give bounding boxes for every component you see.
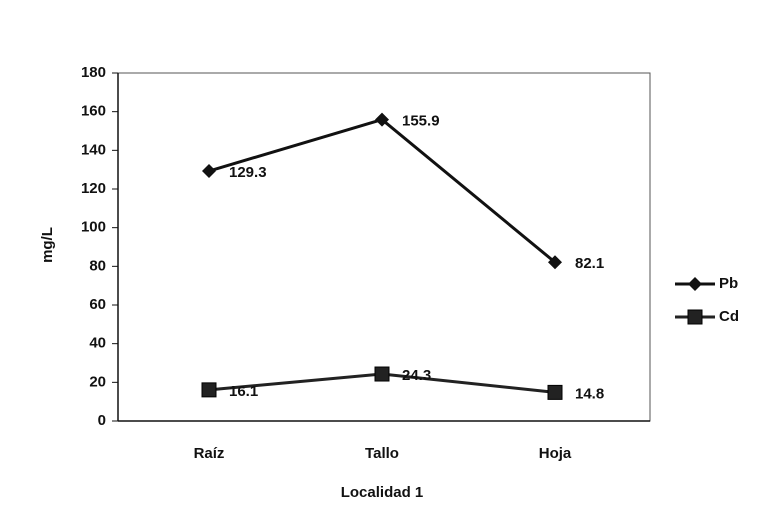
marker bbox=[547, 384, 563, 400]
y-tick-label: 160 bbox=[81, 103, 106, 120]
data-label: 82.1 bbox=[575, 255, 604, 272]
data-label: 16.1 bbox=[229, 383, 258, 400]
y-tick-label: 60 bbox=[89, 296, 106, 313]
marker bbox=[202, 164, 216, 179]
data-label: 129.3 bbox=[229, 164, 267, 181]
y-axis-label: mg/L bbox=[39, 227, 56, 263]
y-tick-label: 120 bbox=[81, 180, 106, 197]
data-label: 14.8 bbox=[575, 385, 604, 402]
y-tick-label: 140 bbox=[81, 141, 106, 158]
series-line bbox=[208, 117, 556, 264]
x-tick-label: Tallo bbox=[365, 445, 399, 462]
x-tick-label: Hoja bbox=[539, 445, 572, 462]
marker bbox=[687, 309, 703, 325]
x-axis-label: Localidad 1 bbox=[341, 484, 424, 501]
legend-label: Pb bbox=[719, 275, 738, 292]
y-tick-label: 20 bbox=[89, 373, 106, 390]
marker bbox=[375, 112, 389, 127]
y-tick-label: 0 bbox=[98, 412, 106, 429]
y-tick-label: 80 bbox=[89, 257, 106, 274]
y-tick-label: 100 bbox=[81, 219, 106, 236]
data-label: 155.9 bbox=[402, 113, 440, 130]
y-tick-label: 40 bbox=[89, 335, 106, 352]
y-tick-label: 180 bbox=[81, 64, 106, 81]
legend-label: Cd bbox=[719, 308, 739, 325]
marker bbox=[201, 382, 217, 398]
x-tick-label: Raíz bbox=[194, 445, 225, 462]
marker bbox=[374, 366, 390, 382]
data-label: 24.3 bbox=[402, 367, 431, 384]
marker bbox=[548, 255, 562, 270]
marker bbox=[688, 277, 702, 291]
